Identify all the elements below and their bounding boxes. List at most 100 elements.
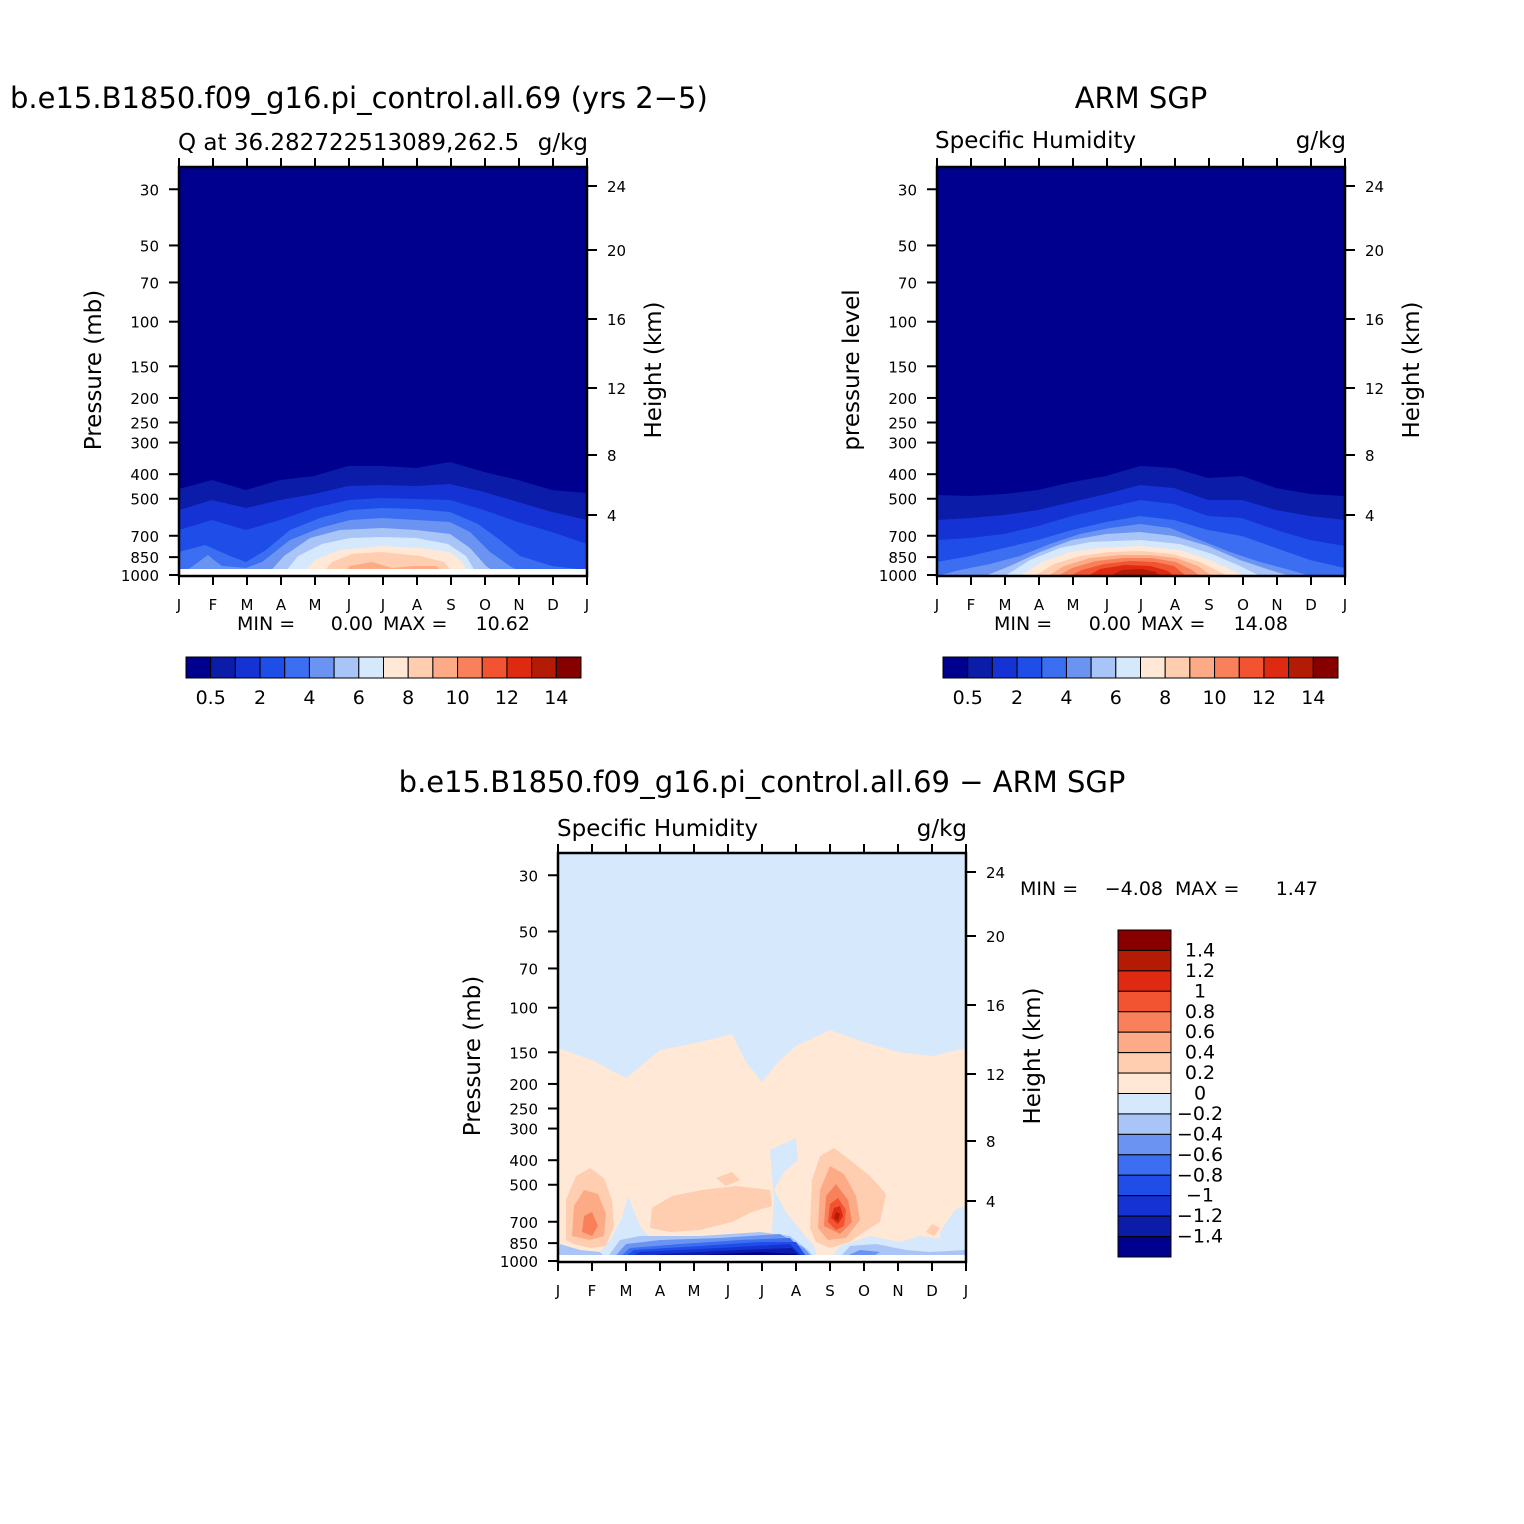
y-tick-label: 30 — [519, 867, 538, 885]
colorbar-label: 0 — [1194, 1083, 1206, 1105]
y-tick-label: 200 — [888, 390, 917, 408]
x-tick-label: S — [1204, 596, 1214, 614]
colorbar-box — [1263, 656, 1290, 679]
colorbar-label: −1.2 — [1177, 1205, 1223, 1227]
below-surface-mask — [179, 569, 587, 576]
x-tick-label: S — [446, 596, 456, 614]
colorbar-box — [1041, 656, 1067, 679]
colorbar-box — [1189, 656, 1216, 679]
below-surface-mask — [558, 1255, 966, 1262]
y-tick-label: 400 — [130, 466, 159, 484]
colorbar-label: 8 — [402, 687, 414, 709]
colorbar-label: 8 — [1159, 687, 1171, 709]
colorbar-box — [555, 656, 582, 679]
height-axis-title: Height (km) — [1020, 987, 1046, 1124]
x-tick-label: J — [1104, 596, 1109, 614]
y-tick-label: 500 — [130, 491, 159, 509]
colorbar-box — [1117, 1133, 1172, 1156]
colorbar-label: 10 — [445, 687, 469, 709]
panel-model-max-value: 10.62 — [476, 613, 530, 635]
colorbar-label: 0.8 — [1185, 1001, 1215, 1023]
height-tick-label: 20 — [986, 928, 1005, 946]
y-tick-label: 100 — [509, 1000, 538, 1018]
panel-diff-contours — [558, 853, 966, 1262]
y-tick-label: 850 — [888, 549, 917, 567]
y-tick-label: 300 — [888, 435, 917, 453]
y-tick-label: 1000 — [879, 567, 917, 585]
y-tick-label: 150 — [888, 358, 917, 376]
colorbar-box — [1312, 656, 1339, 679]
colorbar-label: 1 — [1194, 980, 1206, 1002]
colorbar-label: 0.2 — [1185, 1062, 1215, 1084]
y-tick-label: 700 — [888, 528, 917, 546]
panel-obs-max-value: 14.08 — [1234, 613, 1288, 635]
colorbar-label: 6 — [1110, 687, 1122, 709]
panel-diff-min-value: −4.08 — [1105, 878, 1163, 900]
y-axis-title: Pressure (mb) — [81, 290, 107, 450]
panel-obs-contours — [937, 167, 1345, 576]
x-tick-label: J — [759, 1282, 764, 1300]
y-tick-label: 300 — [130, 435, 159, 453]
colorbar-box — [1117, 929, 1172, 951]
panel-obs: ARM SGP Specific Humidity g/kg J F M A M J J A S… — [839, 81, 1425, 709]
height-tick-label: 20 — [1365, 242, 1384, 260]
panel-model-title: b.e15.B1850.f09_g16.pi_control.all.69 (y… — [10, 81, 708, 115]
panel-model: b.e15.B1850.f09_g16.pi_control.all.69 (y… — [10, 81, 708, 709]
colorbar-box — [457, 656, 483, 679]
panel-model-max-label: MAX = — [383, 613, 447, 635]
colorbar-box — [967, 656, 993, 679]
x-tick-label: J — [934, 596, 939, 614]
x-tick-label: D — [1305, 596, 1317, 614]
x-tick-label: D — [547, 596, 559, 614]
x-tick-label: J — [176, 596, 181, 614]
panel-obs-colorbar: 0.5 2 4 6 8 10 12 14 — [942, 656, 1339, 709]
colorbar-label: 0.5 — [196, 687, 226, 709]
colorbar-label: 12 — [495, 687, 519, 709]
colorbar-label: −0.6 — [1177, 1144, 1223, 1166]
colorbar-box — [1117, 1031, 1172, 1054]
panel-diff-max-label: MAX = — [1175, 878, 1239, 900]
colorbar-label: 2 — [1011, 687, 1023, 709]
x-tick-label: J — [963, 1282, 968, 1300]
y-tick-label: 850 — [509, 1235, 538, 1253]
colorbar-box — [1065, 656, 1092, 679]
y-tick-label: 30 — [898, 181, 917, 199]
colorbar-box — [1117, 1195, 1172, 1217]
height-tick-label: 4 — [986, 1193, 996, 1211]
y-tick-label: 250 — [509, 1100, 538, 1118]
contour-band — [770, 1138, 820, 1262]
colorbar-label: −0.8 — [1177, 1164, 1223, 1186]
colorbar-box — [432, 656, 459, 679]
colorbar-label: −1.4 — [1177, 1226, 1223, 1248]
colorbar-box — [1164, 656, 1191, 679]
x-tick-label: J — [725, 1282, 730, 1300]
colorbar-box — [1117, 990, 1172, 1013]
height-axis-title: Height (km) — [641, 301, 667, 438]
y-tick-label: 700 — [509, 1214, 538, 1232]
y-tick-label: 70 — [140, 274, 159, 292]
x-tick-label: N — [1271, 596, 1282, 614]
height-tick-label: 20 — [607, 242, 626, 260]
colorbar-box — [1117, 1113, 1172, 1135]
y-tick-label: 100 — [130, 314, 159, 332]
panel-diff-max-value: 1.47 — [1276, 878, 1318, 900]
y-tick-label: 400 — [888, 466, 917, 484]
colorbar-label: −0.2 — [1177, 1103, 1223, 1125]
panel-diff-units: g/kg — [917, 816, 967, 842]
colorbar-box — [185, 656, 212, 679]
colorbar-label: 6 — [353, 687, 365, 709]
panel-model-colorbar: 0.5 2 4 6 8 10 12 14 — [185, 656, 582, 709]
colorbar-label: 10 — [1202, 687, 1226, 709]
colorbar-box — [407, 656, 434, 679]
panel-obs-title: ARM SGP — [1075, 81, 1208, 115]
contour-band — [1110, 569, 1160, 576]
x-tick-label: O — [858, 1282, 870, 1300]
panel-diff-min-label: MIN = — [1020, 878, 1078, 900]
height-tick-label: 16 — [986, 997, 1005, 1015]
x-tick-label: N — [892, 1282, 903, 1300]
colorbar-box — [1090, 656, 1117, 679]
colorbar-box — [284, 656, 310, 679]
colorbar-label: 0.4 — [1185, 1042, 1215, 1064]
x-tick-label: N — [513, 596, 524, 614]
